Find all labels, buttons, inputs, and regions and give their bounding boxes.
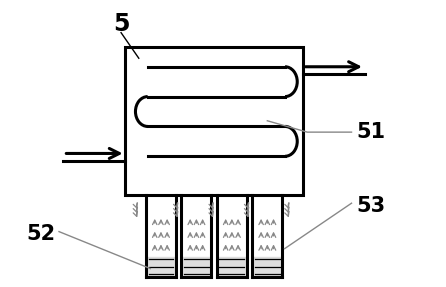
Text: 5: 5	[113, 12, 129, 36]
Text: 52: 52	[27, 224, 56, 245]
Text: 53: 53	[356, 196, 385, 216]
Bar	[125, 47, 303, 195]
Text: 51: 51	[356, 122, 385, 142]
